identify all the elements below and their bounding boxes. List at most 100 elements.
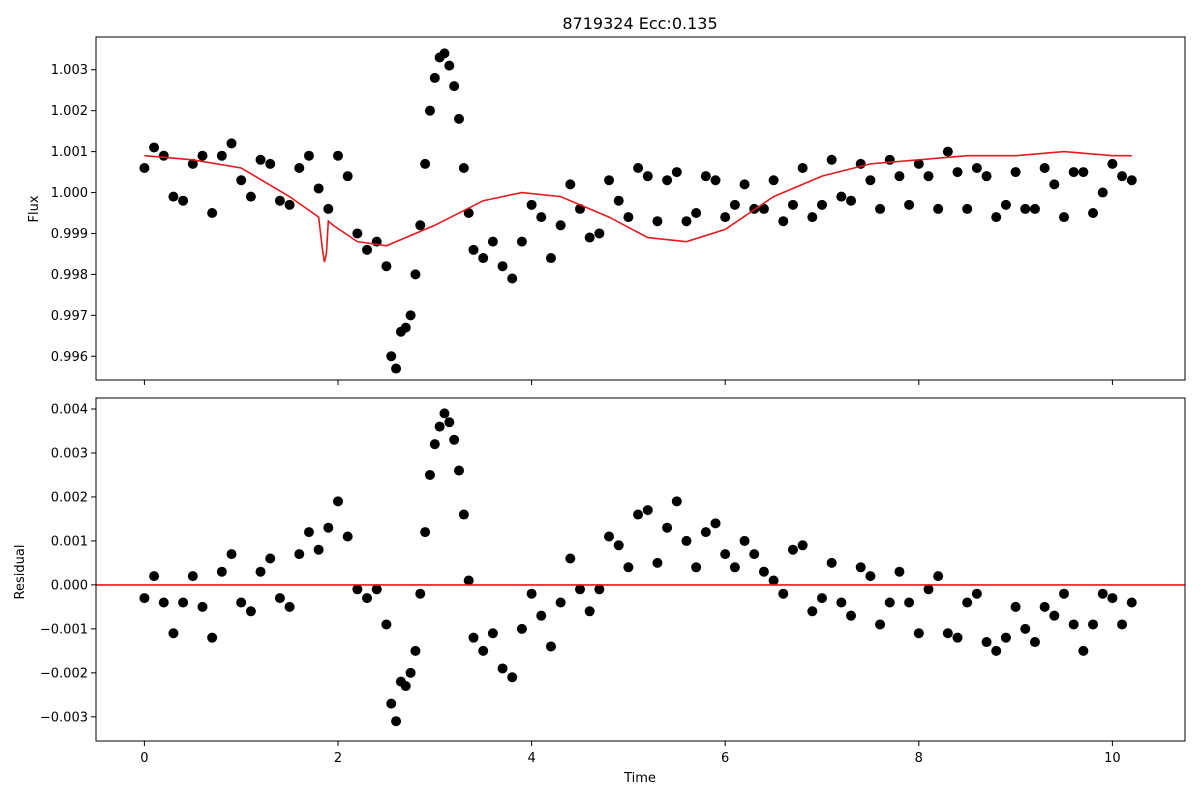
residual-data-point <box>352 584 363 595</box>
residual-data-point <box>1097 588 1108 599</box>
flux-data-point <box>913 158 924 169</box>
flux-data-point <box>536 212 547 223</box>
residual-data-point <box>303 527 314 538</box>
residual-data-point <box>313 544 324 555</box>
flux-tick-group: 0.996 0.997 0.998 0.999 1.000 1.001 1.002 1.003 <box>51 63 1113 385</box>
flux-axes-frame <box>95 36 1186 381</box>
residual-data-point <box>787 544 798 555</box>
residual-data-point <box>1088 619 1099 630</box>
residual-data-point <box>400 681 411 692</box>
residual-data-point <box>604 531 615 542</box>
flux-data-point <box>836 191 847 202</box>
residual-data-point <box>691 562 702 573</box>
residual-data-point <box>245 606 256 617</box>
flux-data-point <box>1088 208 1099 218</box>
residual-data-point <box>991 645 1002 656</box>
residual-data-point <box>333 496 343 507</box>
residual-x-tick-label: 0 <box>140 751 148 766</box>
flux-data-point <box>303 150 314 161</box>
residual-data-point <box>1117 619 1128 630</box>
residual-data-point <box>826 557 837 568</box>
residual-data-point <box>1010 601 1021 612</box>
residual-data-point <box>444 417 455 428</box>
residual-data-point <box>933 571 944 582</box>
residual-y-tick-label: −0.002 <box>40 666 88 681</box>
residual-data-point <box>415 588 426 599</box>
flux-data-point <box>386 351 397 362</box>
flux-data-point <box>642 171 653 182</box>
residual-data-point <box>1049 610 1060 621</box>
flux-y-tick-label: 0.997 <box>51 309 88 324</box>
flux-data-point <box>952 167 963 178</box>
flux-data-point <box>526 199 537 210</box>
residual-data-point <box>981 637 992 648</box>
residual-data-point <box>454 465 464 476</box>
flux-data-point <box>362 244 373 255</box>
residual-data-point <box>507 672 518 683</box>
flux-data-point <box>424 105 435 116</box>
residual-data-point <box>236 597 247 608</box>
residual-data-point <box>836 597 847 608</box>
residual-x-tick-label: 4 <box>527 751 535 766</box>
flux-data-point <box>662 175 673 186</box>
flux-data-point <box>1059 212 1069 223</box>
residual-data-point <box>536 610 547 621</box>
flux-data-point <box>1078 167 1089 178</box>
residual-data-point <box>1107 593 1118 604</box>
flux-plot-area <box>139 48 1137 374</box>
residual-data-point <box>1068 619 1079 630</box>
flux-data-point <box>454 113 464 124</box>
residual-data-point <box>952 632 963 643</box>
residual-data-point <box>855 562 866 573</box>
flux-panel: 0.996 0.997 0.998 0.999 1.000 1.001 1.002 1.003… <box>27 36 1186 385</box>
residual-data-point <box>149 571 160 582</box>
flux-data-point <box>265 158 276 169</box>
flux-data-point <box>962 203 973 214</box>
residual-data-point <box>187 571 198 582</box>
residual-data-point <box>778 588 789 599</box>
residual-data-point <box>434 421 445 432</box>
flux-data-point <box>178 195 189 206</box>
residual-data-point <box>545 641 556 652</box>
flux-data-point <box>1000 199 1011 210</box>
residual-data-point <box>681 535 692 546</box>
residual-data-point <box>197 601 208 612</box>
flux-data-point <box>415 220 426 231</box>
residual-data-point <box>729 562 740 573</box>
residual-y-tick-label: −0.001 <box>40 622 88 637</box>
flux-data-point <box>1126 175 1137 186</box>
residual-data-point <box>962 597 973 608</box>
residual-data-point <box>817 593 827 604</box>
residual-data-point <box>255 566 266 577</box>
flux-data-point <box>652 216 663 227</box>
flux-data-point <box>313 183 324 194</box>
residual-data-point <box>594 584 605 595</box>
flux-data-point <box>555 220 566 231</box>
flux-data-point <box>342 171 353 182</box>
flux-data-point <box>545 253 556 264</box>
residual-data-point <box>884 597 895 608</box>
flux-data-point <box>758 203 769 214</box>
residual-data-point <box>846 610 857 621</box>
residual-data-point <box>391 716 402 727</box>
residual-data-point <box>865 571 876 582</box>
residual-tick-group: 0 2 4 6 8 10 −0.003 −0.002 −0.001 0.000 0.001 0.002… <box>40 402 1121 766</box>
residual-data-point <box>429 439 440 450</box>
residual-y-tick-label: 0.004 <box>51 402 88 417</box>
residual-data-point <box>1078 645 1089 656</box>
flux-data-point <box>255 154 266 165</box>
residual-data-point <box>700 527 711 538</box>
residual-data-point <box>565 553 576 564</box>
flux-data-point <box>444 60 455 71</box>
residual-data-point <box>671 496 682 507</box>
flux-data-point <box>981 171 992 182</box>
residual-data-point <box>207 632 218 643</box>
residual-data-point <box>710 518 721 529</box>
residual-data-point <box>424 469 435 480</box>
residual-data-point <box>362 593 373 604</box>
residual-data-point <box>463 575 474 586</box>
flux-data-point <box>139 162 150 173</box>
flux-data-point <box>245 191 256 202</box>
flux-data-point <box>497 261 508 272</box>
